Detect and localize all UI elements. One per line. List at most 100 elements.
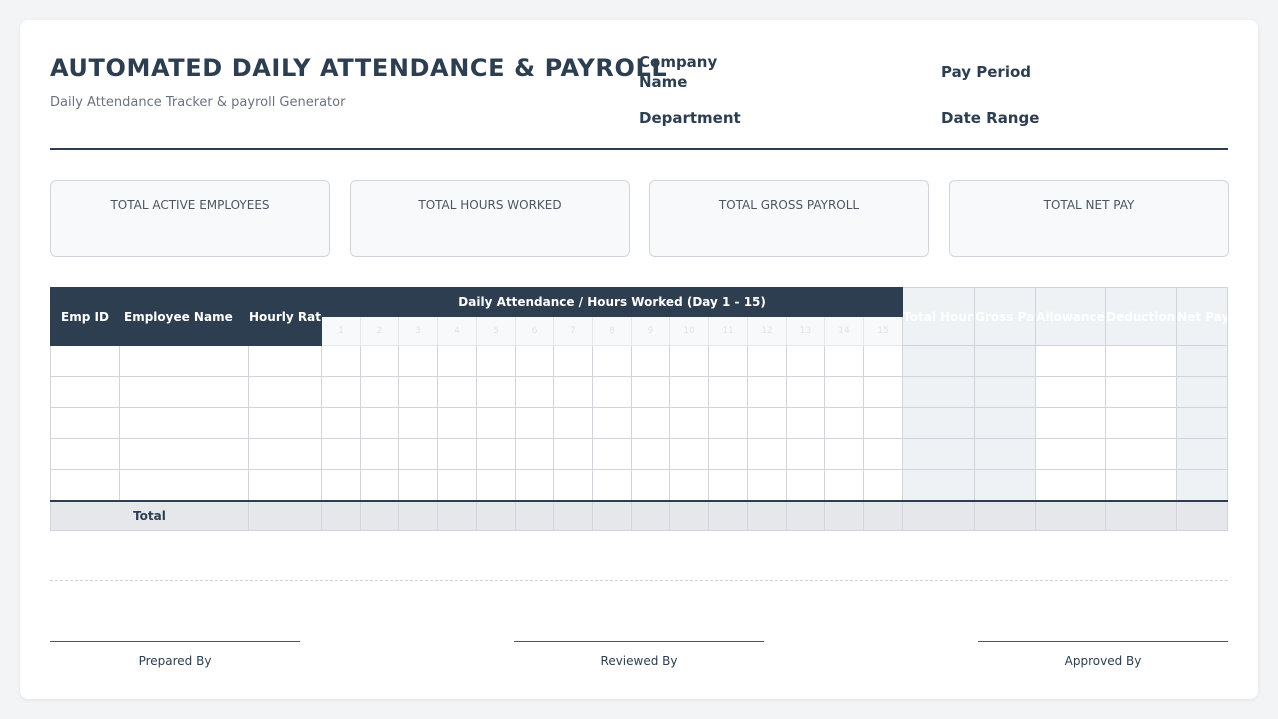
table-cell[interactable] bbox=[360, 345, 399, 377]
table-cell[interactable] bbox=[786, 407, 825, 439]
table-cell[interactable] bbox=[974, 407, 1037, 439]
table-cell[interactable] bbox=[398, 345, 438, 377]
table-cell[interactable] bbox=[708, 438, 748, 470]
table-cell[interactable] bbox=[553, 376, 593, 408]
table-cell[interactable] bbox=[862, 469, 904, 501]
table-cell[interactable] bbox=[747, 438, 787, 470]
table-cell[interactable] bbox=[476, 407, 516, 439]
table-cell[interactable] bbox=[786, 345, 825, 377]
table-cell[interactable] bbox=[902, 376, 976, 408]
table-cell[interactable] bbox=[476, 469, 516, 501]
table-cell[interactable] bbox=[824, 469, 864, 501]
table-cell[interactable] bbox=[1105, 345, 1178, 377]
table-cell[interactable] bbox=[1035, 438, 1107, 470]
table-cell[interactable] bbox=[437, 438, 477, 470]
table-cell[interactable] bbox=[592, 376, 632, 408]
table-cell[interactable] bbox=[360, 438, 399, 470]
table-cell[interactable] bbox=[119, 345, 249, 377]
table-cell[interactable] bbox=[553, 438, 593, 470]
table-cell[interactable] bbox=[669, 438, 709, 470]
table-cell[interactable] bbox=[1105, 469, 1178, 501]
table-cell[interactable] bbox=[747, 407, 787, 439]
table-cell[interactable] bbox=[747, 469, 787, 501]
table-cell[interactable] bbox=[437, 376, 477, 408]
table-cell[interactable] bbox=[321, 376, 361, 408]
table-cell[interactable] bbox=[50, 407, 120, 439]
table-cell[interactable] bbox=[515, 376, 554, 408]
table-cell[interactable] bbox=[1035, 407, 1107, 439]
table-cell[interactable] bbox=[321, 438, 361, 470]
table-cell[interactable] bbox=[824, 345, 864, 377]
table-cell[interactable] bbox=[437, 469, 477, 501]
table-cell[interactable] bbox=[119, 438, 249, 470]
table-cell[interactable] bbox=[553, 407, 593, 439]
table-cell[interactable] bbox=[360, 469, 399, 501]
table-cell[interactable] bbox=[1035, 376, 1107, 408]
table-cell[interactable] bbox=[476, 345, 516, 377]
table-cell[interactable] bbox=[437, 407, 477, 439]
table-cell[interactable] bbox=[669, 407, 709, 439]
table-cell[interactable] bbox=[824, 438, 864, 470]
table-cell[interactable] bbox=[1176, 407, 1229, 439]
table-cell[interactable] bbox=[862, 438, 904, 470]
table-cell[interactable] bbox=[321, 407, 361, 439]
table-cell[interactable] bbox=[515, 345, 554, 377]
table-cell[interactable] bbox=[862, 376, 904, 408]
table-cell[interactable] bbox=[902, 438, 976, 470]
table-cell[interactable] bbox=[824, 407, 864, 439]
table-cell[interactable] bbox=[708, 345, 748, 377]
table-cell[interactable] bbox=[974, 469, 1037, 501]
table-cell[interactable] bbox=[786, 376, 825, 408]
table-cell[interactable] bbox=[248, 376, 322, 408]
table-cell[interactable] bbox=[747, 345, 787, 377]
table-cell[interactable] bbox=[592, 469, 632, 501]
table-cell[interactable] bbox=[592, 438, 632, 470]
table-cell[interactable] bbox=[592, 407, 632, 439]
table-cell[interactable] bbox=[902, 345, 976, 377]
table-cell[interactable] bbox=[50, 469, 120, 501]
table-cell[interactable] bbox=[515, 438, 554, 470]
table-cell[interactable] bbox=[321, 469, 361, 501]
table-cell[interactable] bbox=[553, 469, 593, 501]
table-cell[interactable] bbox=[398, 469, 438, 501]
table-cell[interactable] bbox=[119, 376, 249, 408]
table-cell[interactable] bbox=[902, 407, 976, 439]
table-cell[interactable] bbox=[398, 438, 438, 470]
table-cell[interactable] bbox=[1035, 345, 1107, 377]
table-cell[interactable] bbox=[708, 407, 748, 439]
table-cell[interactable] bbox=[248, 469, 322, 501]
table-cell[interactable] bbox=[321, 345, 361, 377]
table-cell[interactable] bbox=[631, 345, 670, 377]
table-cell[interactable] bbox=[669, 469, 709, 501]
table-cell[interactable] bbox=[974, 345, 1037, 377]
table-cell[interactable] bbox=[1176, 438, 1229, 470]
table-cell[interactable] bbox=[476, 438, 516, 470]
table-cell[interactable] bbox=[398, 376, 438, 408]
table-cell[interactable] bbox=[824, 376, 864, 408]
table-cell[interactable] bbox=[786, 469, 825, 501]
table-cell[interactable] bbox=[631, 438, 670, 470]
table-cell[interactable] bbox=[248, 345, 322, 377]
table-cell[interactable] bbox=[631, 407, 670, 439]
table-cell[interactable] bbox=[515, 407, 554, 439]
table-cell[interactable] bbox=[50, 438, 120, 470]
table-cell[interactable] bbox=[553, 345, 593, 377]
table-cell[interactable] bbox=[360, 407, 399, 439]
table-cell[interactable] bbox=[50, 376, 120, 408]
table-cell[interactable] bbox=[862, 407, 904, 439]
table-cell[interactable] bbox=[631, 469, 670, 501]
table-cell[interactable] bbox=[786, 438, 825, 470]
table-cell[interactable] bbox=[747, 376, 787, 408]
table-cell[interactable] bbox=[437, 345, 477, 377]
table-cell[interactable] bbox=[708, 376, 748, 408]
table-cell[interactable] bbox=[248, 438, 322, 470]
table-cell[interactable] bbox=[248, 407, 322, 439]
table-cell[interactable] bbox=[708, 469, 748, 501]
table-cell[interactable] bbox=[592, 345, 632, 377]
table-cell[interactable] bbox=[974, 376, 1037, 408]
table-cell[interactable] bbox=[398, 407, 438, 439]
table-cell[interactable] bbox=[862, 345, 904, 377]
table-cell[interactable] bbox=[631, 376, 670, 408]
table-cell[interactable] bbox=[1105, 376, 1178, 408]
table-cell[interactable] bbox=[669, 345, 709, 377]
